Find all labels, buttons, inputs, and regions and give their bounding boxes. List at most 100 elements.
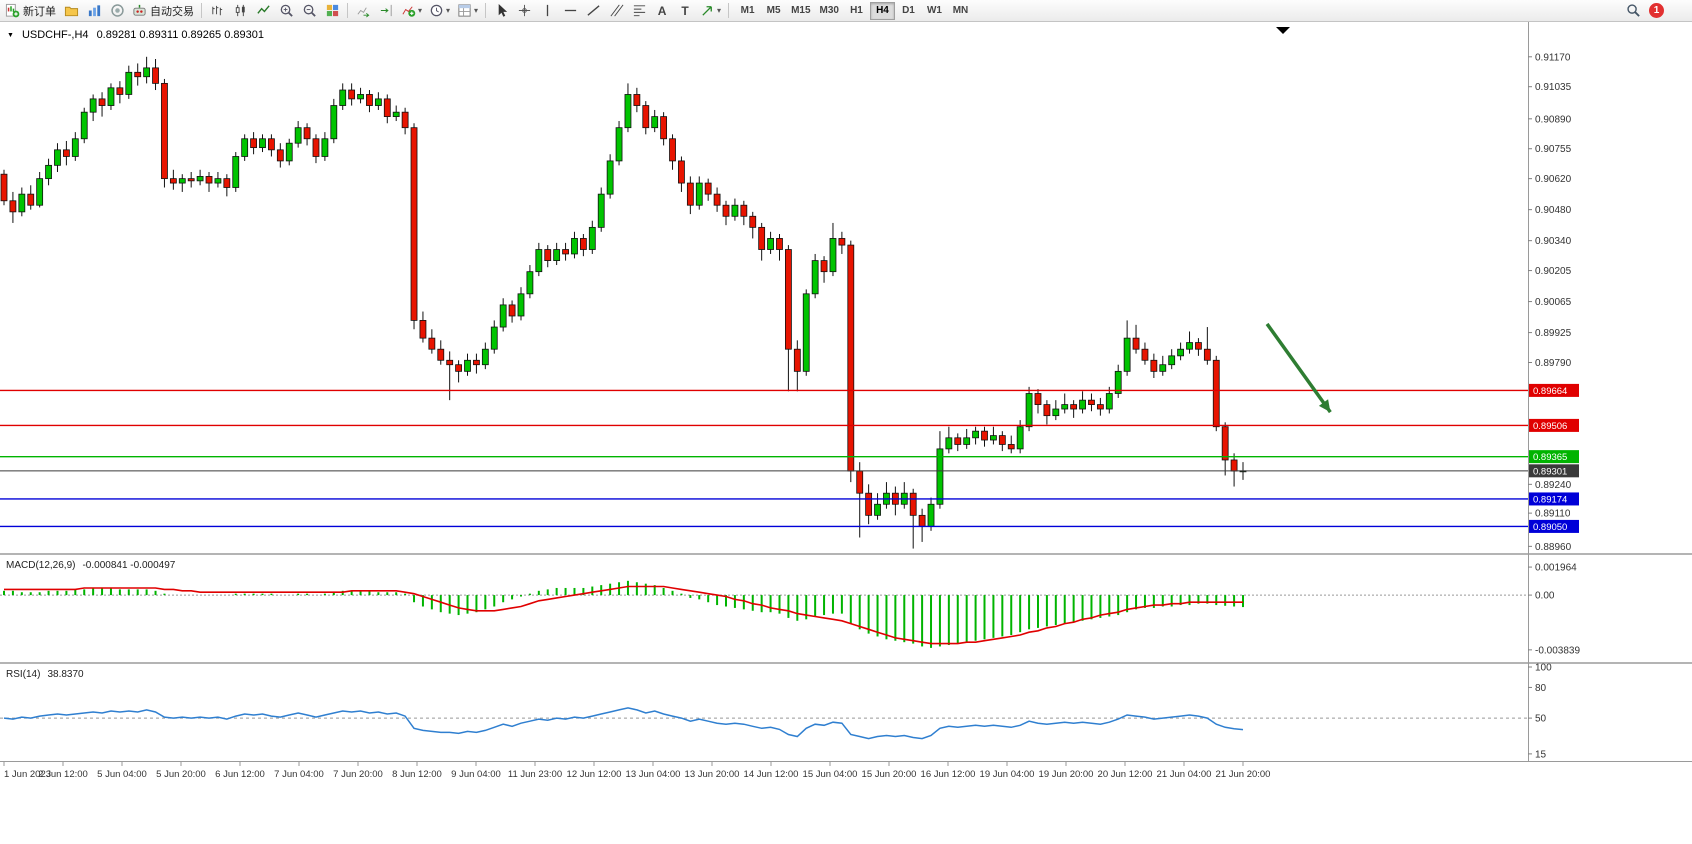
svg-text:0.91035: 0.91035 xyxy=(1535,82,1572,93)
svg-text:0.90205: 0.90205 xyxy=(1535,266,1572,277)
price-level-lines[interactable]: 0.89664 0.89506 0.89365 0.89301 0.89174 0.890… xyxy=(0,383,1579,533)
timeframe-button-w1[interactable]: W1 xyxy=(922,2,947,20)
svg-text:0.89790: 0.89790 xyxy=(1535,358,1572,369)
chart-window[interactable]: ▼ USDCHF-,H4 0.89281 0.89311 0.89265 0.8… xyxy=(0,22,1692,844)
toolbar-separator xyxy=(485,3,487,18)
svg-text:0.90620: 0.90620 xyxy=(1535,174,1572,185)
periods-button[interactable]: ▾ xyxy=(426,1,453,21)
zoom-out-icon xyxy=(303,4,316,17)
svg-text:5 Jun 04:00: 5 Jun 04:00 xyxy=(97,769,147,780)
svg-text:2 Jun 12:00: 2 Jun 12:00 xyxy=(38,769,88,780)
svg-text:16 Jun 12:00: 16 Jun 12:00 xyxy=(921,769,976,780)
timeframe-button-h4[interactable]: H4 xyxy=(869,1,895,20)
profiles-button[interactable] xyxy=(60,1,82,21)
trendline-tool-button[interactable] xyxy=(582,1,604,21)
svg-text:0.89925: 0.89925 xyxy=(1535,328,1572,339)
price-scale[interactable]: 0.91170 0.91035 0.90890 0.90755 0.90620 0.904… xyxy=(1528,52,1572,553)
autotrading-icon xyxy=(133,4,146,16)
svg-text:0.90890: 0.90890 xyxy=(1535,114,1572,125)
indicators-button[interactable]: ▾ xyxy=(398,1,425,21)
timeframe-button-m5[interactable]: M5 xyxy=(761,2,786,20)
notification-badge[interactable]: 1 xyxy=(1649,3,1664,18)
text-label-tool-button[interactable]: T xyxy=(674,1,696,21)
horizontal-line-icon xyxy=(564,9,576,12)
svg-text:6 Jun 12:00: 6 Jun 12:00 xyxy=(215,769,265,780)
svg-text:19 Jun 04:00: 19 Jun 04:00 xyxy=(980,769,1035,780)
svg-text:0.89174: 0.89174 xyxy=(1533,494,1567,505)
candlestick-mode-button[interactable] xyxy=(229,1,251,21)
timeframe-button-d1[interactable]: D1 xyxy=(896,2,921,20)
text-tool-button[interactable]: A xyxy=(651,1,673,21)
line-chart-icon xyxy=(256,5,270,14)
community-button[interactable] xyxy=(106,1,128,21)
crosshair-tool-button[interactable] xyxy=(513,1,535,21)
macd-scale[interactable]: 0.001964 0.00 -0.003839 xyxy=(1528,563,1580,657)
svg-text:0.90065: 0.90065 xyxy=(1535,297,1572,308)
svg-text:0.90340: 0.90340 xyxy=(1535,236,1572,247)
rsi-scale[interactable]: 100 80 50 15 xyxy=(1528,663,1552,761)
profiles-icon xyxy=(64,6,78,17)
text-label-tool-icon: T xyxy=(681,3,689,18)
dropdown-arrow-icon: ▾ xyxy=(446,6,451,15)
market-watch-button[interactable] xyxy=(83,1,105,21)
new-order-button[interactable]: 新订单 xyxy=(2,1,59,21)
svg-text:50: 50 xyxy=(1535,714,1547,725)
auto-scroll-button[interactable] xyxy=(352,1,374,21)
dropdown-arrow-icon: ▾ xyxy=(717,6,722,15)
svg-text:8 Jun 12:00: 8 Jun 12:00 xyxy=(392,769,442,780)
search-icon xyxy=(1626,4,1640,17)
svg-text:14 Jun 12:00: 14 Jun 12:00 xyxy=(744,769,799,780)
vertical-line-icon xyxy=(546,4,548,17)
svg-text:0.89506: 0.89506 xyxy=(1533,421,1567,432)
svg-text:0.91170: 0.91170 xyxy=(1535,52,1571,63)
svg-text:12 Jun 12:00: 12 Jun 12:00 xyxy=(567,769,622,780)
collapse-triangle-icon[interactable]: ▼ xyxy=(7,31,14,39)
new-order-icon xyxy=(5,3,20,18)
new-order-label: 新订单 xyxy=(23,5,56,18)
trendline-icon xyxy=(587,5,600,16)
shapes-tool-button[interactable]: ▾ xyxy=(697,1,724,21)
timeframe-button-mn[interactable]: MN xyxy=(948,2,973,20)
svg-text:0.88960: 0.88960 xyxy=(1535,542,1572,553)
timeframe-buttons: M1 M5 M15 M30 H1 H4 D1 W1 MN xyxy=(735,1,973,20)
svg-text:7 Jun 20:00: 7 Jun 20:00 xyxy=(333,769,383,780)
cursor-icon xyxy=(498,3,507,17)
autotrading-button[interactable]: 自动交易 xyxy=(129,1,197,21)
rsi-indicator-label: RSI(14) 38.8370 xyxy=(6,669,84,680)
tile-windows-button[interactable] xyxy=(321,1,343,21)
chart-canvas[interactable]: 0.89664 0.89506 0.89365 0.89301 0.89174 0.890… xyxy=(0,22,1692,844)
timeframe-button-m15[interactable]: M15 xyxy=(787,2,814,20)
rsi-name: RSI(14) xyxy=(6,669,41,680)
line-chart-mode-button[interactable] xyxy=(252,1,274,21)
timeframe-button-m30[interactable]: M30 xyxy=(816,2,843,20)
zoom-out-button[interactable] xyxy=(298,1,320,21)
svg-text:-0.003839: -0.003839 xyxy=(1535,645,1580,656)
market-watch-icon xyxy=(88,5,100,17)
dropdown-arrow-icon: ▾ xyxy=(418,6,423,15)
timeframe-button-m1[interactable]: M1 xyxy=(735,2,760,20)
svg-text:13 Jun 20:00: 13 Jun 20:00 xyxy=(685,769,740,780)
svg-text:0.89664: 0.89664 xyxy=(1533,386,1567,397)
toolbar-separator xyxy=(201,3,202,18)
chart-shift-marker[interactable] xyxy=(1276,27,1290,34)
symbol-header: ▼ USDCHF-,H4 0.89281 0.89311 0.89265 0.8… xyxy=(7,29,264,41)
cursor-tool-button[interactable] xyxy=(490,1,512,21)
channel-tool-button[interactable] xyxy=(605,1,627,21)
svg-text:21 Jun 20:00: 21 Jun 20:00 xyxy=(1216,769,1271,780)
horizontal-line-tool-button[interactable] xyxy=(559,1,581,21)
toolbar-separator xyxy=(347,3,348,18)
candles-group xyxy=(0,56,1247,549)
fibonacci-icon xyxy=(633,5,645,17)
trend-arrow[interactable] xyxy=(1265,322,1332,414)
search-button[interactable] xyxy=(1622,1,1644,21)
vertical-line-tool-button[interactable] xyxy=(536,1,558,21)
templates-button[interactable]: ▾ xyxy=(454,1,481,21)
community-icon xyxy=(110,4,124,17)
timeframe-button-h1[interactable]: H1 xyxy=(844,2,869,20)
zoom-in-button[interactable] xyxy=(275,1,297,21)
fibonacci-tool-button[interactable] xyxy=(628,1,650,21)
indicators-icon xyxy=(402,6,416,17)
bar-chart-mode-button[interactable] xyxy=(206,1,228,21)
chart-shift-button[interactable] xyxy=(375,1,397,21)
